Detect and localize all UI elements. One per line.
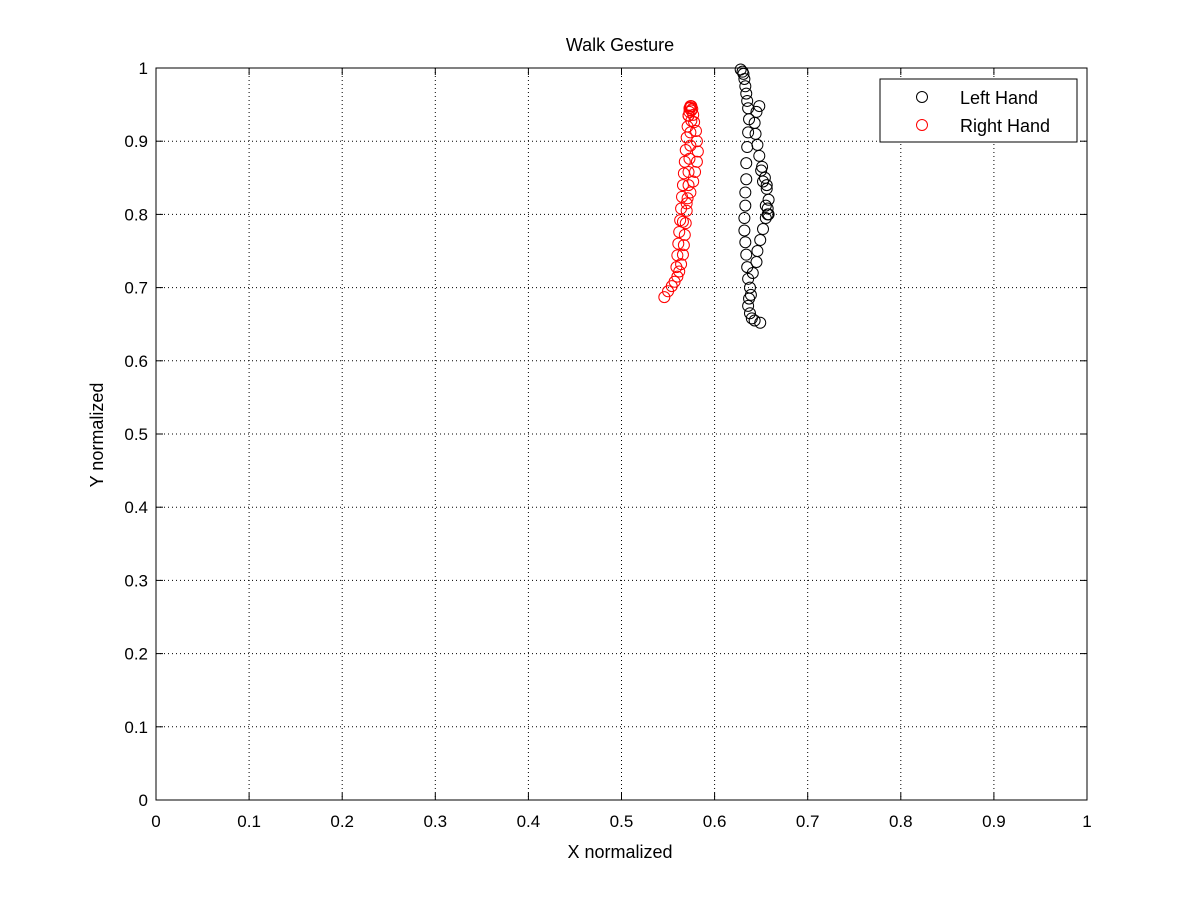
data-point [739,199,752,212]
data-point [762,208,775,221]
data-point [672,237,685,250]
y-axis-label: Y normalized [87,383,107,488]
data-point [670,261,683,274]
data-point [740,173,753,186]
data-point [676,215,689,228]
data-point [684,186,697,199]
data-point [738,212,751,225]
y-tick-label: 0.8 [124,205,148,224]
y-tick-label: 1 [139,59,148,78]
data-point [759,199,772,212]
x-tick-label: 0.2 [330,812,354,831]
x-tick-label: 0.3 [423,812,447,831]
x-tick-label: 0.5 [610,812,634,831]
data-point [754,234,767,247]
data-point [685,100,698,113]
y-tick-label: 0.4 [124,498,148,517]
data-point [741,94,754,107]
data-point [680,204,693,217]
data-point [754,316,767,329]
data-point [671,270,684,283]
data-point [673,225,686,238]
data-point [687,108,700,121]
data-point [753,100,766,113]
x-tick-label: 0.4 [517,812,541,831]
y-tick-label: 0.2 [124,645,148,664]
data-point [742,299,755,312]
data-point [738,224,751,237]
data-point [678,228,691,241]
chart-title: Walk Gesture [566,35,674,55]
data-point [748,314,761,327]
data-point [684,101,697,114]
axes: 0 0.1 0.2 0.3 0.4 0.5 0.6 0.7 0.8 0.9 1 0 0.1 0.2 0.3 0… [124,59,1091,831]
x-tick-label: 0.7 [796,812,820,831]
x-tick-label: 0.6 [703,812,727,831]
data-point [682,109,695,122]
data-point [691,145,704,158]
data-point [676,248,689,261]
data-point [682,165,695,178]
legend-label: Right Hand [960,116,1050,136]
y-tick-label: 0.1 [124,718,148,737]
data-point [671,249,684,262]
data-point [690,155,703,168]
data-point [761,202,774,215]
data-point [681,192,694,205]
data-point [740,248,753,261]
data-point [740,157,753,170]
data-point [658,291,671,304]
x-tick-label: 0.8 [889,812,913,831]
data-point [743,292,756,305]
y-tick-label: 0.3 [124,571,148,590]
y-tick-label: 0.5 [124,425,148,444]
legend-marker [916,119,928,131]
legend-label: Left Hand [960,88,1038,108]
legend-marker [916,91,928,103]
data-point [684,139,697,152]
series-left-hand [734,63,775,329]
data-point [757,175,770,188]
data-point [679,217,692,230]
data-point [739,80,752,93]
data-point [679,143,692,156]
data-point [757,223,770,236]
legend-box [879,78,1078,143]
data-point [739,186,752,199]
y-tick-label: 0.6 [124,352,148,371]
data-point [682,179,695,192]
legend: Left Hand Right Hand [879,78,1078,143]
y-tick-label: 0.7 [124,279,148,298]
data-point [751,245,764,257]
data-point [678,155,691,168]
x-tick-label: 0 [151,812,160,831]
data-point [760,179,773,192]
data-point [743,307,756,320]
x-tick-label: 0.9 [982,812,1006,831]
data-point [680,197,693,210]
x-tick-label: 1 [1082,812,1091,831]
data-point [689,124,702,137]
data-point [746,266,759,279]
y-tick-label: 0.9 [124,132,148,151]
data-series [658,63,775,329]
x-tick-label: 0.1 [237,812,261,831]
data-point [750,105,763,118]
data-point [739,236,752,249]
data-point [740,87,753,100]
y-tick-label: 0 [139,791,148,810]
data-point [674,214,687,227]
x-axis-label: X normalized [567,842,672,862]
data-point [738,72,751,85]
data-point [690,135,703,148]
series-right-hand [658,100,704,304]
data-point [687,175,700,188]
data-point [677,239,690,252]
data-point [742,126,755,139]
